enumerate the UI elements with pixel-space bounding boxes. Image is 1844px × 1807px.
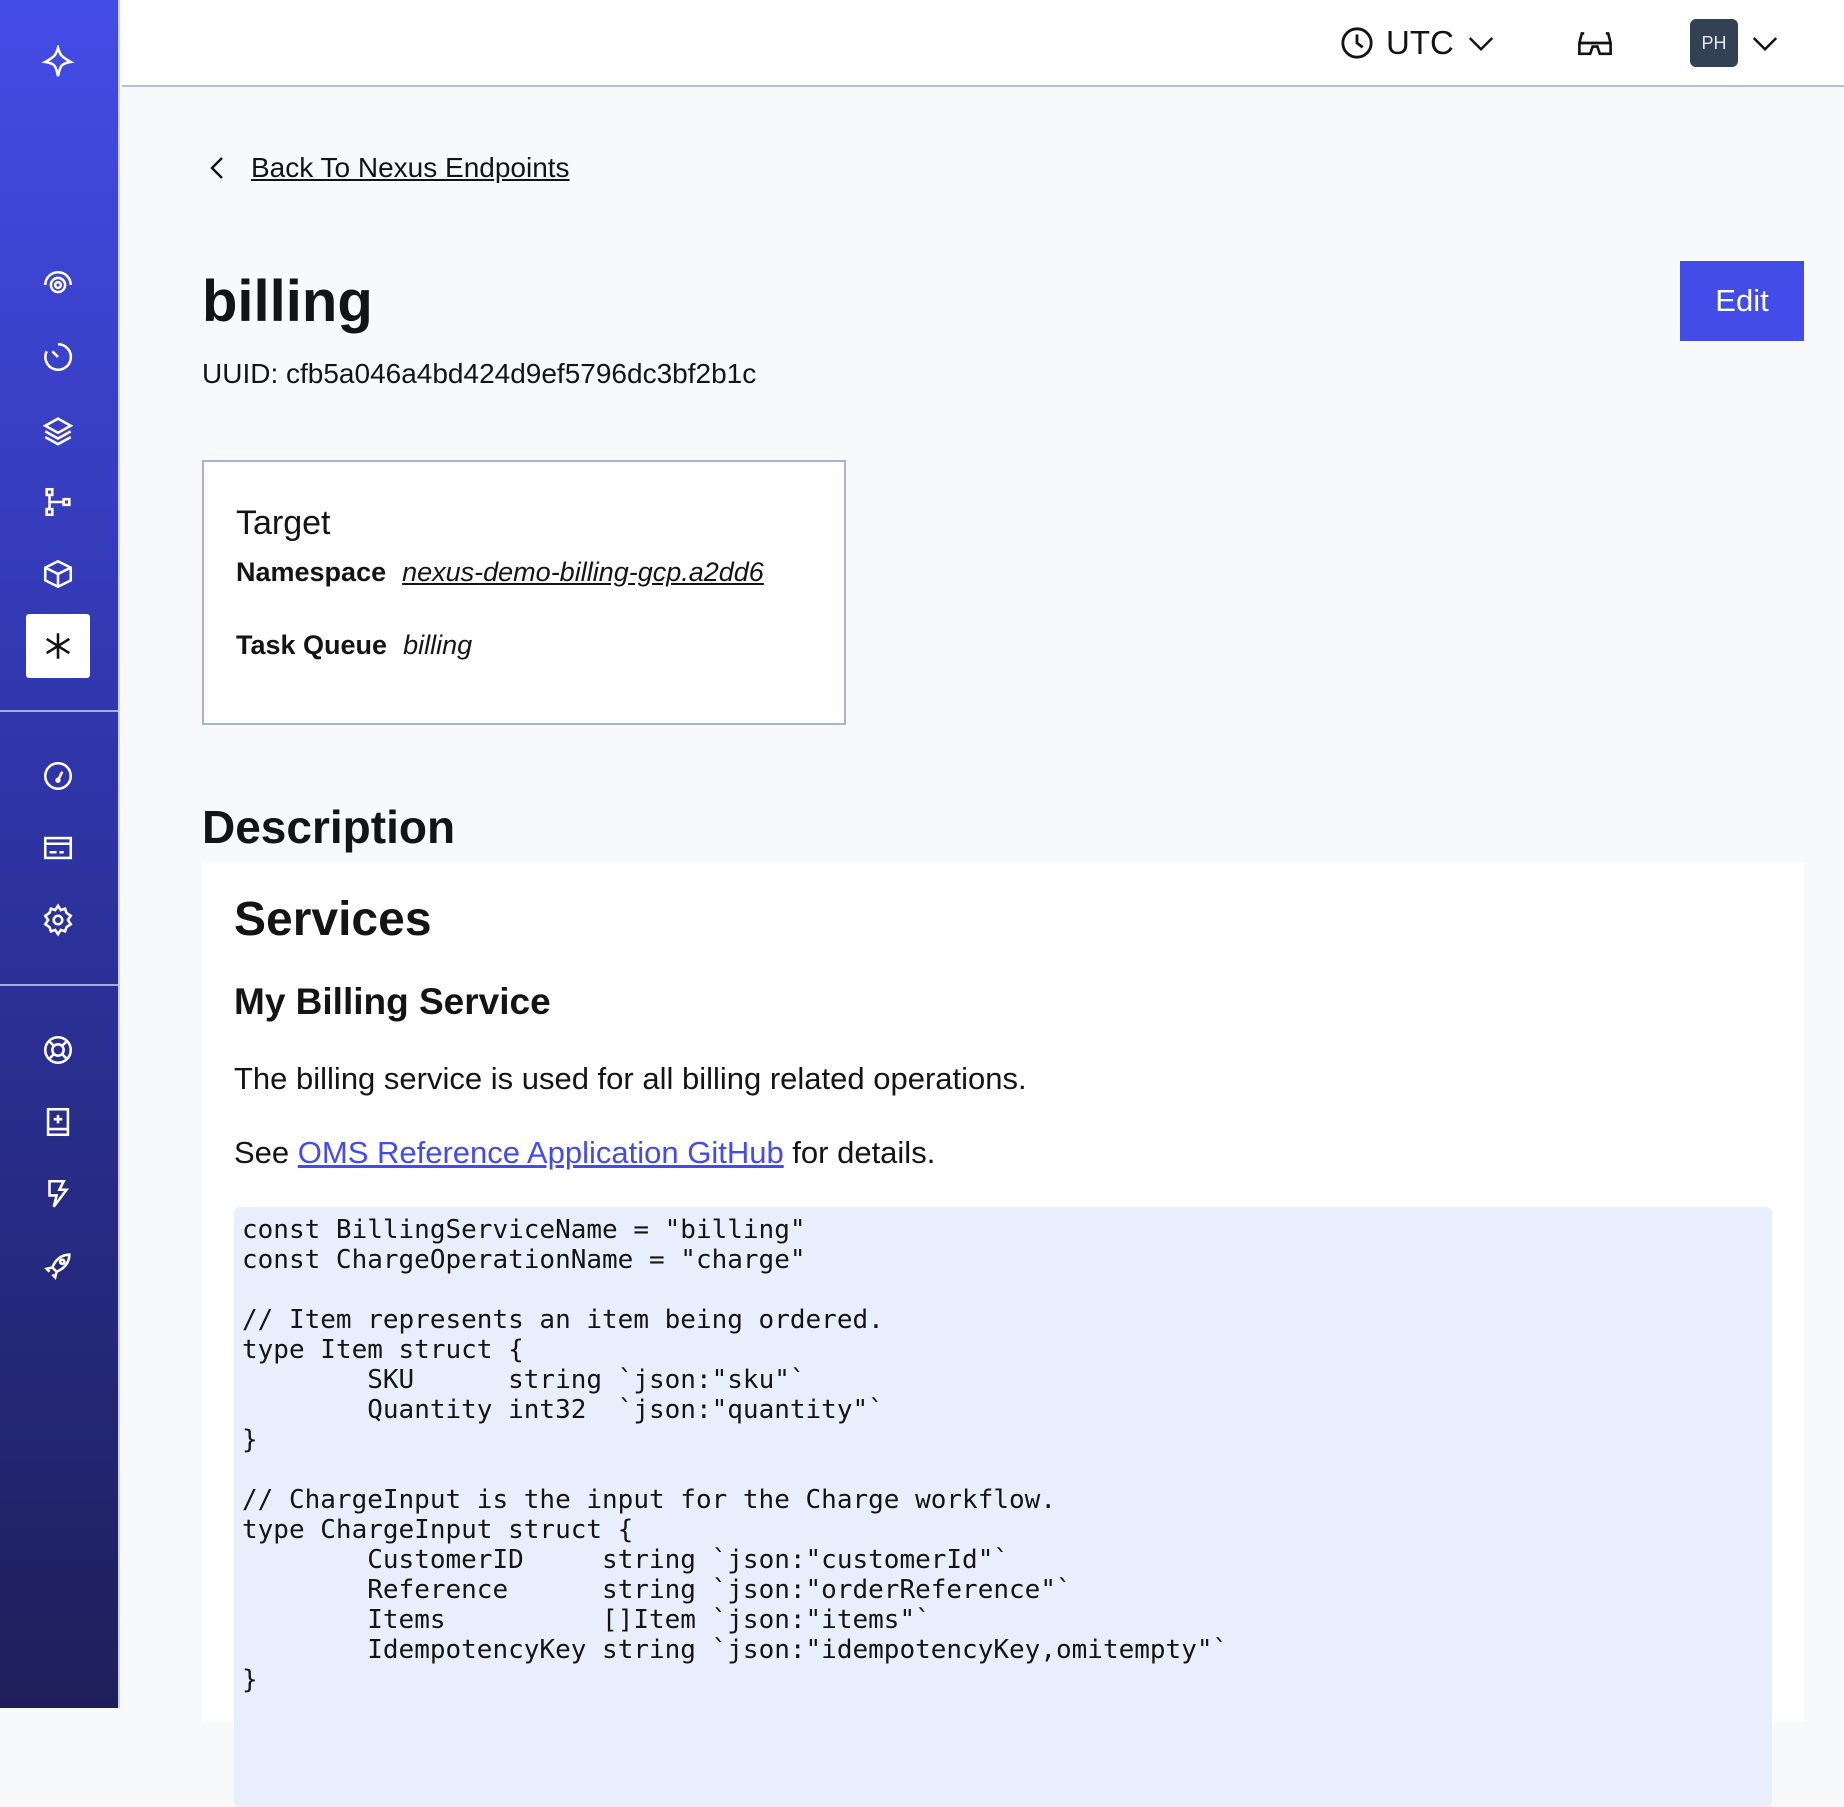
description-heading: Description xyxy=(202,801,456,853)
namespaces-icon[interactable] xyxy=(26,398,90,462)
logo-icon[interactable] xyxy=(26,30,90,94)
settings-icon[interactable] xyxy=(26,888,90,952)
details-suffix: for details. xyxy=(783,1135,936,1170)
chevron-down-icon xyxy=(1468,37,1493,52)
details-prefix: See xyxy=(234,1135,298,1170)
chevron-left-icon xyxy=(210,157,223,179)
back-link[interactable]: Back To Nexus Endpoints xyxy=(251,152,570,183)
workers-icon[interactable] xyxy=(26,470,90,534)
details-text: See OMS Reference Application GitHub for… xyxy=(234,1135,1772,1171)
namespace-label: Namespace xyxy=(236,557,387,587)
nexus-icon[interactable] xyxy=(26,614,90,678)
schedules-icon[interactable] xyxy=(26,325,90,389)
target-title: Target xyxy=(236,504,331,542)
task-queue-label: Task Queue xyxy=(236,630,388,660)
top-header: UTC PH xyxy=(122,0,1844,87)
glasses-icon xyxy=(1578,32,1612,56)
get-started-icon[interactable] xyxy=(26,1234,90,1298)
service-description: The billing service is used for all bill… xyxy=(234,1061,1027,1096)
avatar: PH xyxy=(1690,19,1738,67)
service-heading: My Billing Service xyxy=(234,981,551,1022)
labs-mode-button[interactable] xyxy=(1577,18,1613,68)
batch-icon[interactable] xyxy=(26,542,90,606)
usage-icon[interactable] xyxy=(26,744,90,808)
clock-icon xyxy=(1341,27,1373,59)
target-card: Target Namespace nexus-demo-billing-gcp.a… xyxy=(202,460,846,725)
sidebar xyxy=(0,0,120,1708)
feature-icon[interactable] xyxy=(26,1162,90,1226)
page-title: billing xyxy=(202,269,373,334)
namespace-link[interactable]: nexus-demo-billing-gcp.a2dd6 xyxy=(402,557,764,587)
docs-icon[interactable] xyxy=(26,1090,90,1154)
breadcrumb: Back To Nexus Endpoints xyxy=(205,152,570,184)
task-queue-value: billing xyxy=(403,630,473,660)
description-content: Services My Billing Service The billing … xyxy=(202,862,1804,1807)
github-link[interactable]: OMS Reference Application GitHub xyxy=(297,1135,784,1170)
workflows-icon[interactable] xyxy=(26,253,90,317)
services-heading: Services xyxy=(234,893,432,946)
code-block: const BillingServiceName = "billing" con… xyxy=(234,1207,1772,1807)
timezone-selector[interactable]: UTC xyxy=(1340,18,1496,68)
sidebar-divider xyxy=(0,710,120,712)
edit-button[interactable]: Edit xyxy=(1680,261,1804,341)
sidebar-divider xyxy=(0,984,120,986)
support-icon[interactable] xyxy=(26,1018,90,1082)
timezone-label: UTC xyxy=(1386,24,1454,61)
user-menu[interactable]: PH xyxy=(1690,18,1780,68)
endpoint-uuid: UUID: cfb5a046a4bd424d9ef5796dc3bf2b1c xyxy=(202,358,757,389)
billing-icon[interactable] xyxy=(26,816,90,880)
chevron-down-icon xyxy=(1752,37,1778,52)
